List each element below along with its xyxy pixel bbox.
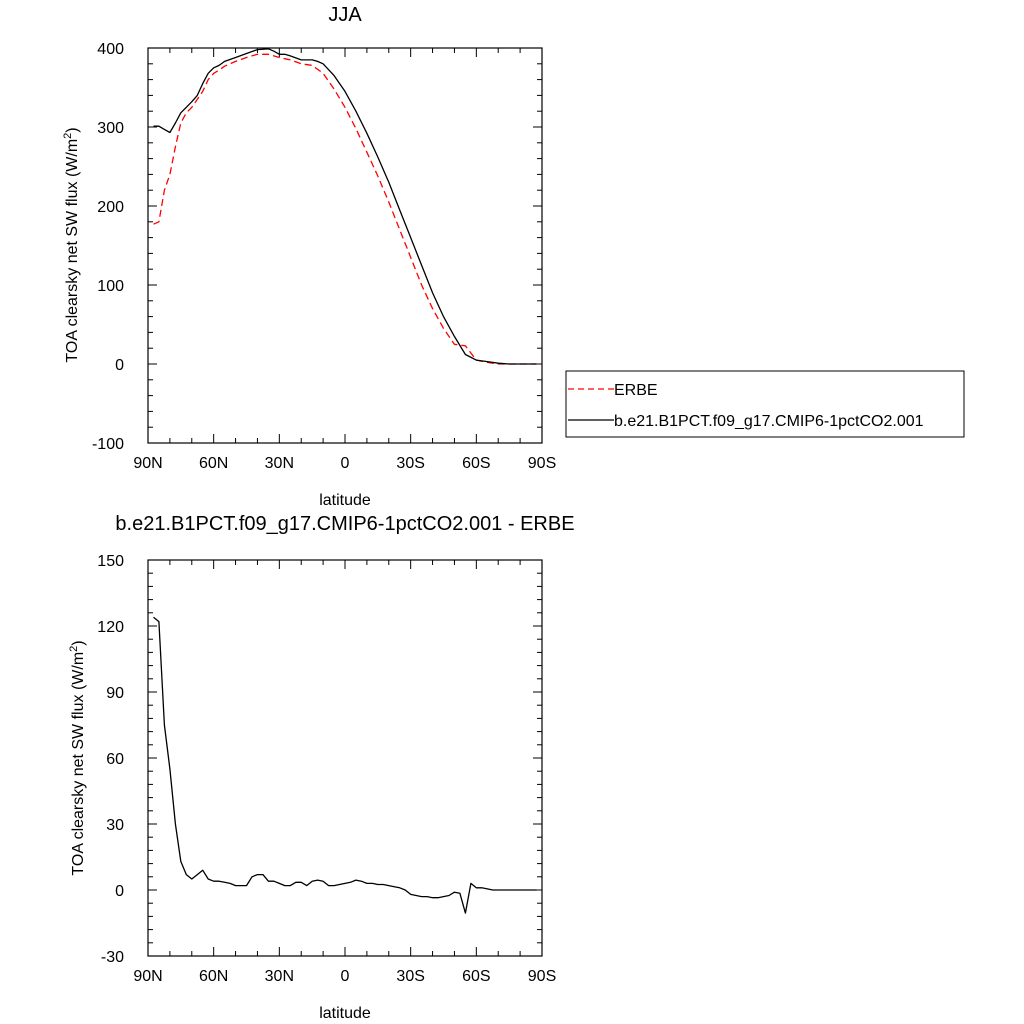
top-chart-title: JJA <box>328 4 362 26</box>
top-chart-y-tick-label: 400 <box>97 41 124 58</box>
bottom-chart-panel: b.e21.B1PCT.f09_g17.CMIP6-1pctCO2.001 - … <box>68 513 575 1022</box>
top-chart-x-tick-label: 90N <box>133 455 162 472</box>
top-chart-y-tick-label: -100 <box>92 436 124 453</box>
bottom-chart-y-tick-label: 90 <box>106 685 124 702</box>
top-chart-x-tick-label: 30S <box>396 455 424 472</box>
top-chart-y-axis-label-text: TOA clearsky net SW flux (W/m2) <box>62 127 81 362</box>
bottom-chart-x-tick-label: 30S <box>396 968 424 985</box>
legend-entry-erbe: ERBE <box>614 382 658 399</box>
top-chart-y-tick-label: 100 <box>97 278 124 295</box>
legend-entry-model: b.e21.B1PCT.f09_g17.CMIP6-1pctCO2.001 <box>614 413 924 430</box>
bottom-chart-y-axis-label-text: TOA clearsky net SW flux (W/m2) <box>68 640 87 875</box>
bottom-chart-y-tick-label: -30 <box>101 949 124 966</box>
bottom-chart-x-tick-label: 60N <box>199 968 228 985</box>
bottom-chart-title: b.e21.B1PCT.f09_g17.CMIP6-1pctCO2.001 - … <box>115 513 574 535</box>
bottom-chart-plot-frame <box>147 559 543 957</box>
bottom-chart-y-tick-label: 60 <box>106 751 124 768</box>
bottom-chart-y-tick-label: 0 <box>115 883 124 900</box>
top-chart-x-axis-label: latitude <box>319 492 371 509</box>
top-chart-series-line-b-e21-b1pct-f09-g17-cmip6-1pctco2-001 <box>153 48 537 365</box>
bottom-chart-y-tick-label: 120 <box>97 619 124 636</box>
top-chart-x-tick-label: 60N <box>199 455 228 472</box>
bottom-chart-y-tick-label: 150 <box>97 553 124 570</box>
bottom-chart-x-tick-label: 0 <box>341 968 350 985</box>
bottom-chart-y-axis-label: TOA clearsky net SW flux (W/m2) <box>68 640 87 875</box>
top-chart-panel: JJA TOA clearsky net SW flux (W/m2) lati… <box>62 4 556 509</box>
top-chart-x-tick-label: 30N <box>265 455 294 472</box>
top-chart-x-tick-label: 60S <box>462 455 490 472</box>
top-chart-y-tick-label: 0 <box>115 357 124 374</box>
top-chart-legend: ERBE b.e21.B1PCT.f09_g17.CMIP6-1pctCO2.0… <box>565 370 965 438</box>
bottom-chart-x-tick-label: 60S <box>462 968 490 985</box>
top-chart-x-tick-label: 90S <box>528 455 556 472</box>
bottom-chart-y-tick-label: 30 <box>106 817 124 834</box>
bottom-chart-series-line-0 <box>153 616 537 914</box>
bottom-chart-x-axis-label: latitude <box>319 1005 371 1022</box>
top-chart-x-tick-label: 0 <box>341 455 350 472</box>
top-chart-series-line-erbe <box>153 53 537 365</box>
bottom-chart-x-tick-label: 90N <box>133 968 162 985</box>
legend-box <box>565 370 965 438</box>
top-chart-y-axis-label: TOA clearsky net SW flux (W/m2) <box>62 127 81 362</box>
bottom-chart-x-tick-label: 30N <box>265 968 294 985</box>
bottom-chart-x-tick-label: 90S <box>528 968 556 985</box>
top-chart-y-tick-label: 200 <box>97 199 124 216</box>
top-chart-y-tick-label: 300 <box>97 120 124 137</box>
